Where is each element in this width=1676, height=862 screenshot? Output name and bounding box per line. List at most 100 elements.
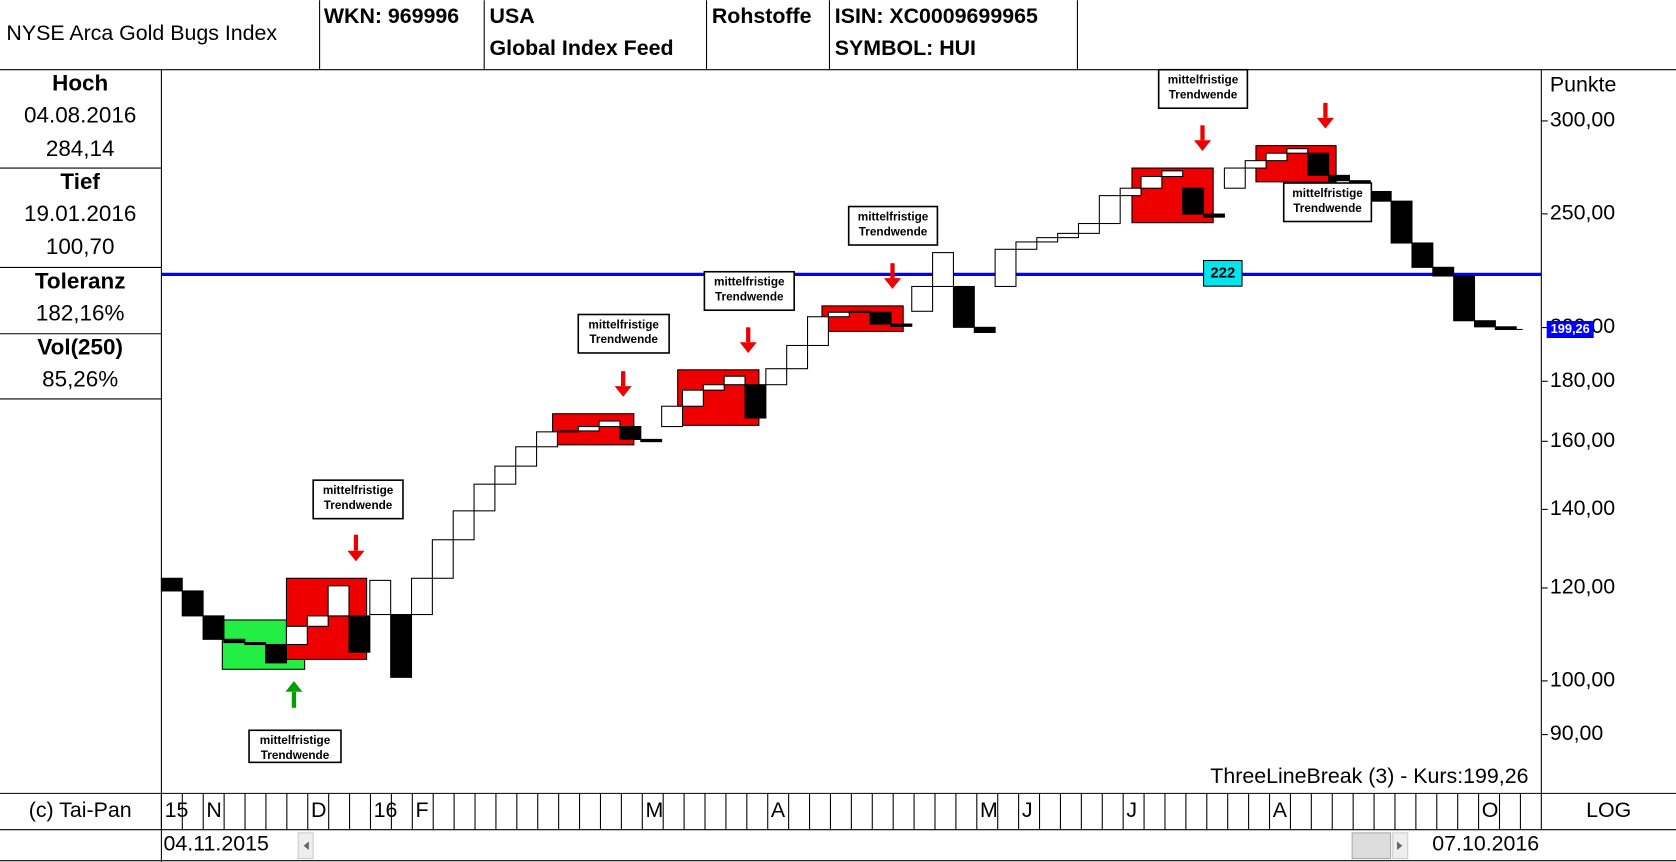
y-tick-label: 90,00 [1550,721,1604,745]
brick [1453,275,1476,322]
brick [473,483,496,512]
scroll-thumb[interactable] [1351,832,1392,860]
brick [1328,174,1350,182]
brick [890,323,913,327]
feed: Global Index Feed [490,36,674,60]
brick [1369,190,1392,202]
brick [1015,241,1038,250]
stat-value: 85,26% [42,367,118,392]
brick [765,368,788,386]
timeline-label: F [416,798,429,822]
brick [181,590,204,617]
signal-label: mittelfristige [323,484,394,497]
brick [681,389,704,407]
signal-arrow-head [739,342,757,353]
brick [1182,187,1205,215]
index-title: NYSE Arca Gold Bugs Index [6,21,277,45]
brick [577,426,600,432]
signal-label-box [577,313,670,354]
brick [723,375,746,386]
brick [494,465,517,485]
signal-label: mittelfristige [1292,187,1363,200]
stat-label: Vol(250) [37,335,123,360]
brick [1494,326,1517,331]
timeline-label: J [1022,798,1033,822]
last-price-box [1546,320,1594,339]
brick [1307,152,1330,176]
copyright: (c) Tai-Pan [29,798,132,822]
brick [1286,148,1309,154]
scale-mode[interactable]: LOG [1586,798,1631,822]
signal-label: Trendwende [859,225,928,238]
brick [285,625,308,646]
brick [807,316,829,347]
y-tick-label: 140,00 [1550,496,1615,520]
scroll-right-icon [1397,841,1403,850]
y-tick-label: 100,00 [1550,668,1615,692]
header: NYSE Arca Gold Bugs Index WKN: 969996 US… [0,0,1676,71]
brick [306,615,329,627]
timeline-label: O [1482,798,1499,822]
signal-label-box [312,479,404,520]
stat-label: Toleranz [35,268,126,293]
brick [410,577,433,616]
brick [1077,222,1100,234]
brick [327,585,350,617]
brick [1390,200,1413,244]
signal-arrow-head [883,278,902,289]
brick [1411,242,1434,268]
brick [202,615,225,640]
stat-value: 19.01.2016 [24,201,136,226]
brick [1140,175,1163,189]
brick [1036,237,1059,243]
signal-arrow-head [1193,140,1212,151]
y-tick-label: 180,00 [1550,368,1615,392]
stats-panel: Hoch 04.08.2016 284,14 Tief 19.01.2016 1… [0,69,162,862]
brick [556,430,579,433]
timeline-label: 16 [374,798,398,822]
signal-label: Trendwende [261,749,330,762]
brick [869,311,892,325]
brick [1057,232,1080,239]
stat-label: Hoch [52,71,108,96]
brick [1473,320,1496,328]
stat-label: Tief [60,169,100,194]
wkn: WKN: 969996 [324,4,459,28]
brick [1223,167,1246,189]
brick [348,615,371,653]
brick [244,642,267,646]
reference-label-box [1203,259,1243,287]
brick [515,446,538,467]
timeline-label: M [980,798,998,822]
brick [598,420,621,428]
reference-label: 222 [1210,264,1235,281]
brick [848,310,871,313]
brick [1432,266,1455,277]
timeline-label: J [1126,798,1137,822]
signal-arrow-head [614,386,632,397]
isin: ISIN: XC0009699965 [835,4,1038,28]
y-tick-label: 250,00 [1550,200,1615,224]
brick [1161,170,1184,178]
y-tick-label: 160,00 [1550,428,1615,452]
stat-value: 182,16% [36,300,125,325]
signal-label: mittelfristige [1168,74,1239,87]
brick [431,539,454,579]
timeline-label: D [311,798,326,822]
timeline-label: A [771,798,786,822]
brick [640,438,663,443]
brick [1244,160,1267,169]
brick [265,643,287,664]
signal-label-box [1282,182,1373,223]
timeline-label: M [645,798,663,822]
brick [911,285,934,312]
brick [661,405,684,428]
brick [390,614,413,678]
brick [702,384,725,391]
brick [786,344,809,370]
signal-label: mittelfristige [260,734,331,747]
signal-label-box [703,270,795,312]
brick [827,311,850,318]
brick [932,252,954,288]
